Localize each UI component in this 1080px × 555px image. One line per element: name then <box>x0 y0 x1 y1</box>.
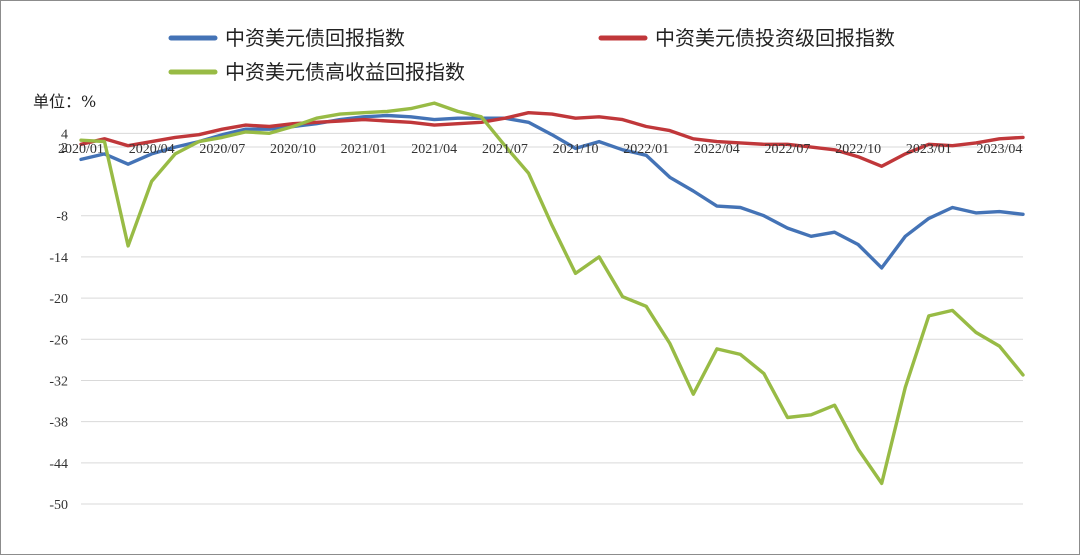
x-tick-label: 2020/01 <box>58 142 104 157</box>
x-tick-label: 2023/01 <box>906 142 952 157</box>
y-tick-label: -20 <box>49 292 68 307</box>
y-axis: 42 -8 -14 -20 -26 -32 -38 -44 -50 <box>49 127 68 513</box>
x-tick-label: 2020/10 <box>270 142 316 157</box>
y-tick-label: -32 <box>49 374 68 389</box>
y-tick-label: -50 <box>49 498 68 513</box>
x-tick-label: 2021/01 <box>341 142 387 157</box>
x-tick-label: 2021/10 <box>553 142 599 157</box>
x-tick-label: 2022/07 <box>765 142 811 157</box>
x-tick-label: 2021/04 <box>411 142 457 157</box>
unit-label: 单位：% <box>33 92 96 111</box>
legend-label: 中资美元债高收益回报指数 <box>225 60 465 84</box>
y-tick-label: 2 <box>61 141 68 156</box>
x-tick-label: 2021/07 <box>482 142 528 157</box>
series-line-3 <box>79 101 1025 486</box>
gridlines <box>81 132 1023 505</box>
x-tick-label: 2023/04 <box>977 142 1023 157</box>
y-tick-label: -44 <box>49 457 68 472</box>
y-tick-label: -26 <box>49 333 68 348</box>
series-line-2 <box>79 111 1025 168</box>
x-tick-label: 2022/10 <box>835 142 881 157</box>
x-tick-label: 2020/04 <box>129 142 175 157</box>
y-tick-label: 4 <box>61 127 68 142</box>
legend-label: 中资美元债回报指数 <box>225 26 405 50</box>
x-tick-label: 2022/04 <box>694 142 740 157</box>
series-group <box>79 101 1025 486</box>
x-tick-label: 2020/07 <box>199 142 245 157</box>
x-tick-label: 2022/01 <box>623 142 669 157</box>
x-axis: 2020/01 2020/04 2020/07 2020/10 2021/01 2021/… <box>58 142 1022 157</box>
y-tick-label: -8 <box>56 210 68 225</box>
y-tick-label: -38 <box>49 416 68 431</box>
y-tick-label: -14 <box>49 251 68 266</box>
series-line-1 <box>79 113 1025 270</box>
legend-label: 中资美元债投资级回报指数 <box>655 26 895 50</box>
